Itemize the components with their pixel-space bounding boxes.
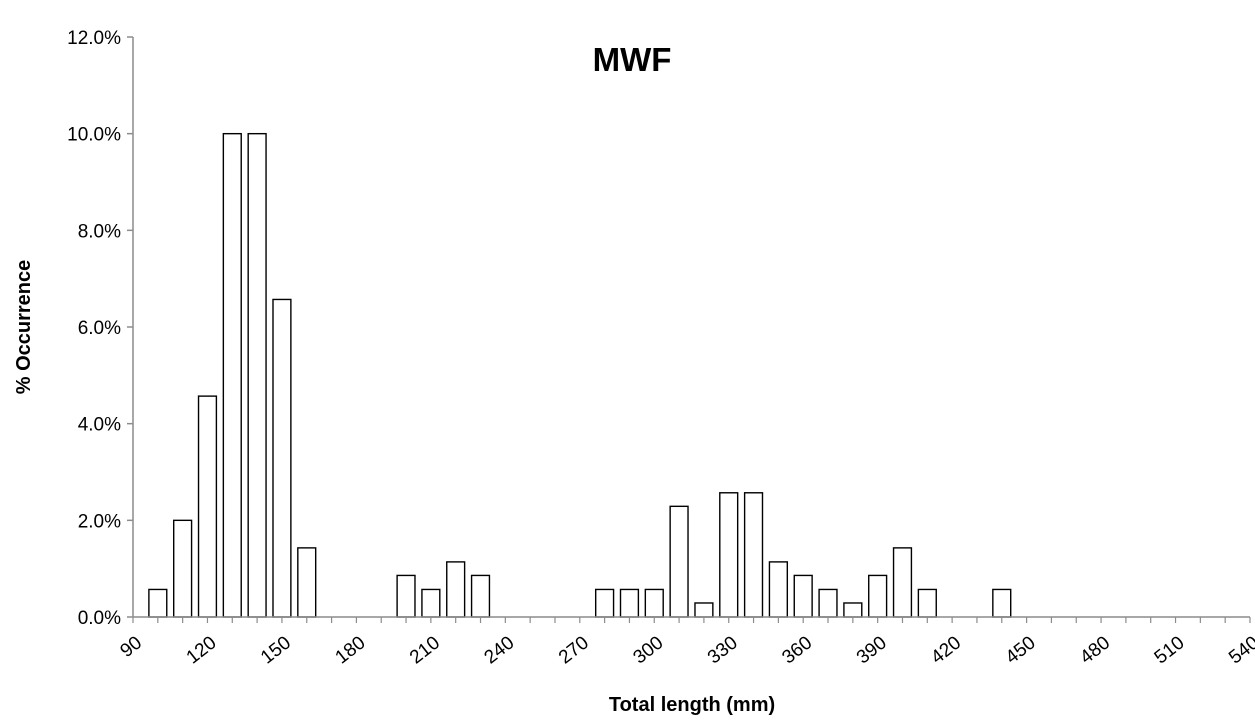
x-tick-label: 450 (1002, 632, 1040, 668)
plot-area: 0.0% 2.0% 4.0% 6.0% 8.0% 10.0% 12.0% 90 120 150 1… (67, 28, 1255, 668)
y-tick-label: 8.0% (78, 221, 121, 242)
histogram-bar (793, 574, 813, 618)
histogram-bar (694, 602, 714, 618)
y-tick-label: 6.0% (78, 318, 121, 339)
x-tick-label: 90 (116, 632, 146, 662)
y-tick-label: 2.0% (78, 511, 121, 532)
histogram-bar (594, 588, 615, 618)
bars-group (148, 132, 1012, 618)
x-tick-label: 510 (1151, 632, 1189, 668)
histogram-bar (669, 505, 689, 618)
histogram-bar (396, 574, 416, 618)
histogram-bar (470, 574, 491, 618)
x-axis-ticks: 90 120 150 180 210 240 270 300 330 360 390 420 450 48… (116, 617, 1255, 668)
histogram-bar (892, 547, 913, 618)
histogram-bar (868, 574, 888, 618)
y-tick-label: 0.0% (78, 608, 121, 629)
histogram-bar (421, 588, 441, 618)
histogram-bar (992, 588, 1012, 618)
histogram-bar (843, 602, 863, 618)
histogram-bar (222, 132, 242, 618)
x-tick-label: 150 (257, 632, 295, 668)
histogram-bar (768, 561, 789, 618)
x-tick-label: 390 (853, 632, 891, 668)
histogram-bar (197, 395, 218, 618)
x-tick-label: 360 (778, 632, 816, 668)
y-axis-ticks: 0.0% 2.0% 4.0% 6.0% 8.0% 10.0% 12.0% (67, 28, 133, 629)
histogram-bar (173, 519, 193, 618)
x-tick-label: 120 (183, 632, 221, 668)
x-tick-label: 540 (1225, 632, 1255, 668)
y-tick-label: 12.0% (67, 28, 121, 49)
y-axis-title: % Occurrence (13, 260, 35, 395)
histogram-bar (644, 588, 664, 618)
histogram-bar (719, 492, 739, 618)
y-tick-label: 10.0% (67, 125, 121, 146)
x-tick-label: 330 (704, 632, 742, 668)
x-tick-label: 420 (927, 632, 965, 668)
histogram-bar (297, 547, 317, 618)
x-tick-label: 270 (555, 632, 593, 668)
histogram-bar (446, 561, 466, 618)
x-axis-title: Total length (mm) (609, 694, 775, 716)
x-tick-label: 240 (480, 632, 518, 668)
x-tick-label: 480 (1076, 632, 1114, 668)
y-tick-label: 4.0% (78, 415, 121, 436)
histogram-bar (619, 588, 640, 618)
histogram-bar (917, 588, 937, 618)
chart-title: MWF (593, 41, 672, 78)
x-tick-label: 300 (629, 632, 667, 668)
histogram-bar (743, 492, 764, 618)
histogram-bar (247, 132, 267, 618)
x-tick-label: 210 (406, 632, 444, 668)
histogram-bar (818, 588, 838, 618)
histogram-bar (148, 588, 168, 618)
histogram-bar (272, 298, 292, 618)
x-tick-label: 180 (332, 632, 370, 668)
